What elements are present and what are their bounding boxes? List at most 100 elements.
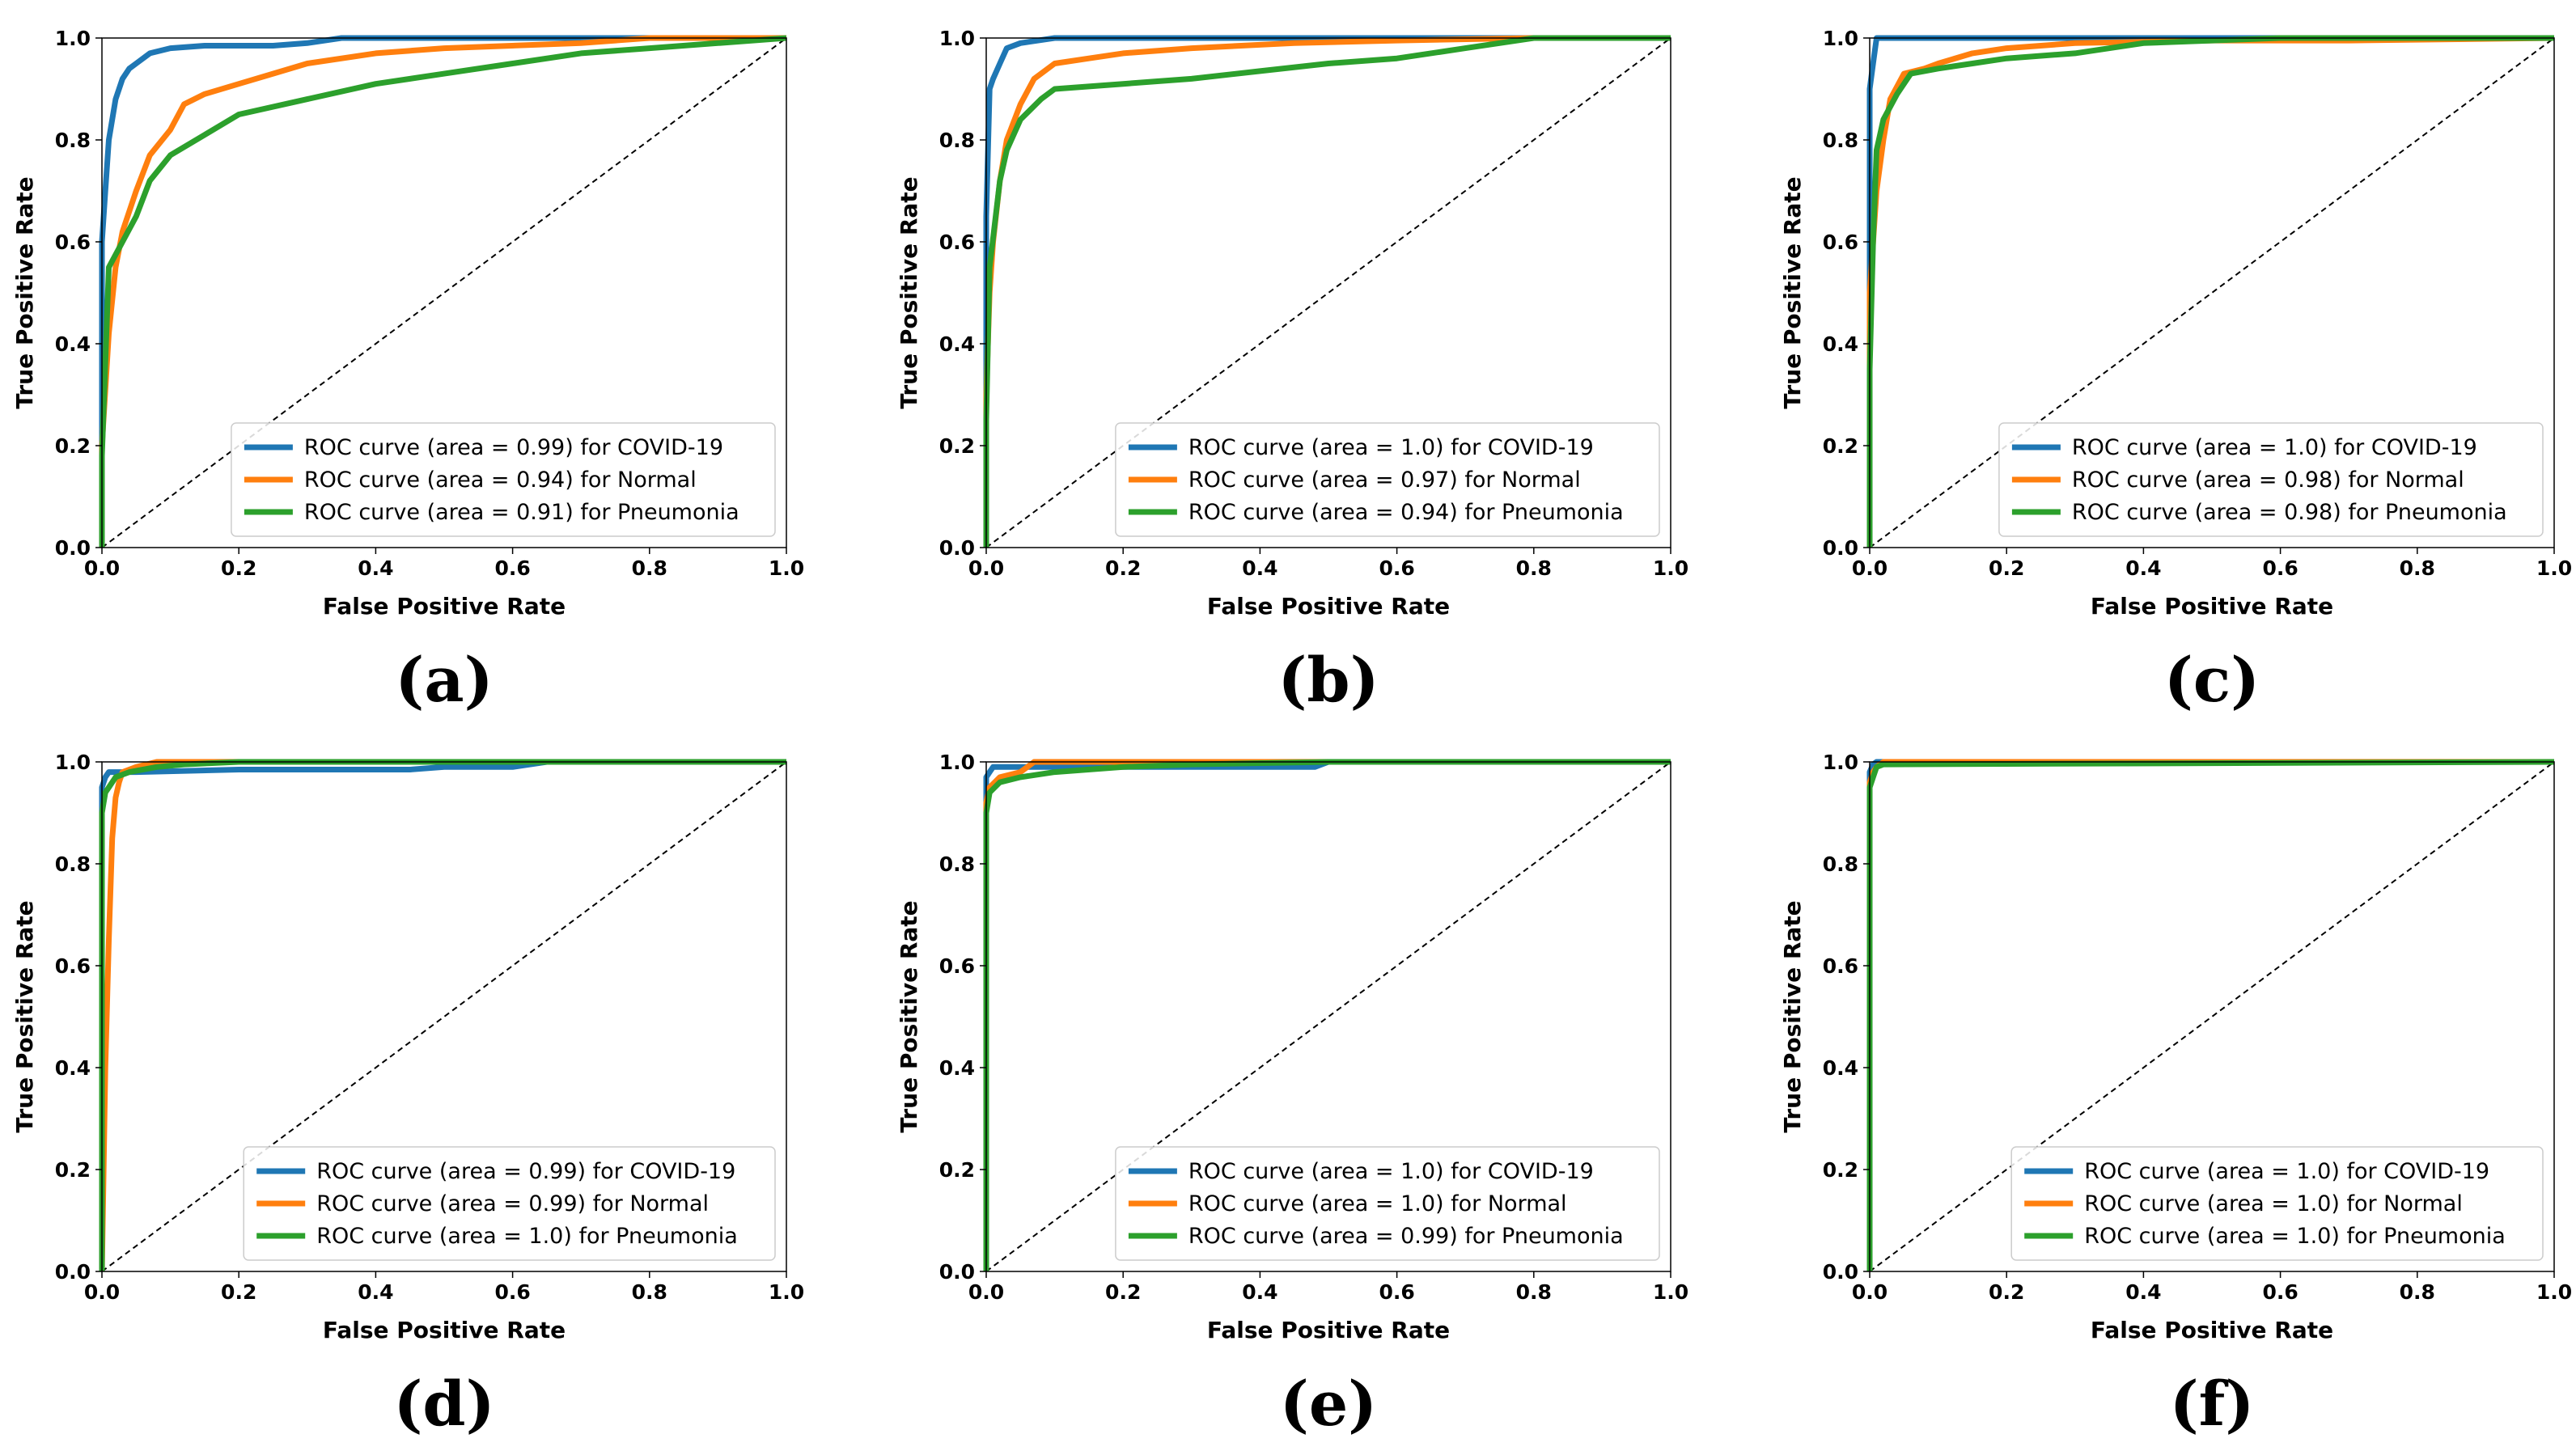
panel-label: (f)	[2170, 1368, 2255, 1440]
legend: ROC curve (area = 1.0) for COVID-19 ROC c…	[1115, 422, 1660, 537]
y-tick-label: 0.8	[1823, 852, 1858, 876]
y-tick-label: 1.0	[55, 751, 91, 774]
plot-frame	[101, 761, 787, 1272]
y-tick-label: 0.2	[939, 1158, 975, 1182]
roc-panel-2: 0.0 0.2 0.4 0.6 0.8 1.0 0.0 0.2 0.4 0.6 0.8 1.0 Fals…	[896, 27, 1688, 716]
y-tick-label: 0.4	[939, 1056, 975, 1080]
y-tick-label: 0.4	[55, 332, 91, 356]
x-tick-label: 0.8	[632, 1280, 667, 1304]
legend: ROC curve (area = 1.0) for COVID-19 ROC c…	[2010, 1146, 2544, 1261]
panel-label: (d)	[393, 1368, 494, 1440]
legend-label: ROC curve (area = 0.94) for Pneumonia	[1188, 500, 1624, 525]
y-tick-label: 0.0	[55, 536, 91, 560]
x-tick-label: 1.0	[1653, 556, 1688, 580]
legend-label: ROC curve (area = 0.99) for Normal	[316, 1191, 709, 1216]
y-tick-label: 0.0	[939, 536, 975, 560]
chance-diagonal-line	[101, 761, 787, 1272]
x-tick-label: 0.2	[1105, 556, 1141, 580]
y-axis-title: True Positive Rate	[1779, 176, 1806, 408]
x-tick-label: 0.0	[84, 1280, 120, 1304]
legend: ROC curve (area = 1.0) for COVID-19 ROC c…	[1115, 1146, 1660, 1261]
x-tick-label: 0.2	[221, 1280, 256, 1304]
y-tick-label: 0.2	[55, 434, 91, 458]
x-tick-label: 0.0	[968, 556, 1004, 580]
y-tick-label: 0.8	[55, 129, 91, 152]
y-tick-label: 0.6	[939, 954, 975, 978]
roc-curve-normal	[99, 35, 786, 548]
plot-frame	[1869, 37, 2555, 548]
y-tick-label: 0.2	[55, 1158, 91, 1182]
x-tick-label: 1.0	[769, 1280, 804, 1304]
y-axis-title: True Positive Rate	[11, 176, 38, 408]
y-tick-label: 0.0	[1823, 536, 1858, 560]
x-tick-label: 0.6	[2262, 1280, 2298, 1304]
legend-label: ROC curve (area = 1.0) for COVID-19	[1188, 1159, 1594, 1184]
x-tick-label: 0.4	[358, 1280, 393, 1304]
x-tick-label: 0.6	[494, 1280, 530, 1304]
legend-label: ROC curve (area = 0.94) for Normal	[304, 467, 697, 493]
plot-frame	[985, 37, 1671, 548]
plot-frame	[1869, 761, 2555, 1272]
legend-label: ROC curve (area = 0.99) for COVID-19	[304, 435, 723, 460]
x-tick-label: 0.2	[221, 556, 256, 580]
x-tick-label: 0.6	[1379, 1280, 1414, 1304]
y-tick-label: 0.6	[55, 231, 91, 254]
y-axis-title: True Positive Rate	[896, 176, 922, 408]
x-axis-title: False Positive Rate	[2091, 593, 2333, 620]
roc-panel-1: 0.0 0.2 0.4 0.6 0.8 1.0 0.0 0.2 0.4 0.6 0.8 1.0 Fals…	[11, 27, 804, 716]
x-axis-title: False Positive Rate	[1207, 593, 1450, 620]
legend-label: ROC curve (area = 1.0) for Normal	[1188, 1191, 1567, 1216]
x-tick-label: 0.6	[2262, 556, 2298, 580]
legend-box	[243, 1146, 776, 1261]
x-axis-title: False Positive Rate	[323, 593, 566, 620]
plot-frame	[985, 761, 1671, 1272]
legend-label: ROC curve (area = 1.0) for COVID-19	[1188, 435, 1594, 460]
y-tick-label: 0.4	[55, 1056, 91, 1080]
legend-label: ROC curve (area = 0.91) for Pneumonia	[304, 500, 739, 525]
x-tick-label: 0.6	[494, 556, 530, 580]
roc-curve-pneumonia	[99, 759, 786, 1271]
x-tick-label: 1.0	[2536, 556, 2572, 580]
chance-diagonal-line	[985, 761, 1671, 1272]
x-tick-label: 1.0	[2536, 1280, 2572, 1304]
x-tick-label: 0.0	[968, 1280, 1004, 1304]
legend: ROC curve (area = 0.99) for COVID-19 ROC …	[231, 422, 776, 537]
y-axis-title: True Positive Rate	[11, 900, 38, 1132]
legend-box	[1115, 422, 1660, 537]
x-tick-label: 0.8	[2400, 1280, 2435, 1304]
y-tick-label: 0.6	[55, 954, 91, 978]
y-tick-label: 0.4	[1823, 332, 1858, 356]
legend-box	[231, 422, 776, 537]
y-axis-title: True Positive Rate	[1779, 900, 1806, 1132]
legend-label: ROC curve (area = 0.99) for Pneumonia	[1188, 1224, 1624, 1249]
y-tick-label: 1.0	[55, 27, 91, 50]
x-tick-label: 0.0	[1852, 1280, 1888, 1304]
legend-label: ROC curve (area = 1.0) for Pneumonia	[2084, 1224, 2506, 1249]
roc-panel-5: 0.0 0.2 0.4 0.6 0.8 1.0 0.0 0.2 0.4 0.6 0.8 1.0 Fals…	[896, 751, 1688, 1440]
y-tick-label: 0.2	[939, 434, 975, 458]
x-tick-label: 0.4	[2125, 556, 2161, 580]
panel-label: (c)	[2164, 644, 2260, 716]
roc-panel-3: 0.0 0.2 0.4 0.6 0.8 1.0 0.0 0.2 0.4 0.6 0.8 1.0 Fals…	[1779, 27, 2572, 716]
legend-label: ROC curve (area = 0.98) for Normal	[2072, 467, 2464, 493]
legend-label: ROC curve (area = 0.97) for Normal	[1188, 467, 1581, 493]
roc-panel-6: 0.0 0.2 0.4 0.6 0.8 1.0 0.0 0.2 0.4 0.6 0.8 1.0 Fals…	[1779, 751, 2572, 1440]
y-tick-label: 0.2	[1823, 434, 1858, 458]
legend-label: ROC curve (area = 0.99) for COVID-19	[316, 1159, 735, 1184]
y-tick-label: 0.0	[55, 1260, 91, 1284]
chance-diagonal-line	[1869, 37, 2555, 548]
y-tick-label: 0.0	[939, 1260, 975, 1284]
x-tick-label: 0.4	[2125, 1280, 2161, 1304]
x-tick-label: 0.8	[632, 556, 667, 580]
x-axis-title: False Positive Rate	[323, 1317, 566, 1343]
y-tick-label: 1.0	[939, 751, 975, 774]
x-tick-label: 0.4	[1242, 556, 1277, 580]
chance-diagonal-line	[101, 37, 787, 548]
x-tick-label: 0.4	[1242, 1280, 1277, 1304]
roc-curve-pneumonia	[983, 35, 1671, 548]
x-tick-label: 1.0	[1653, 1280, 1688, 1304]
roc-curve-pneumonia	[1866, 35, 2554, 548]
plot-frame	[101, 37, 787, 548]
roc-panel-4: 0.0 0.2 0.4 0.6 0.8 1.0 0.0 0.2 0.4 0.6 0.8 1.0 Fals…	[11, 751, 804, 1440]
legend-label: ROC curve (area = 1.0) for Normal	[2084, 1191, 2463, 1216]
